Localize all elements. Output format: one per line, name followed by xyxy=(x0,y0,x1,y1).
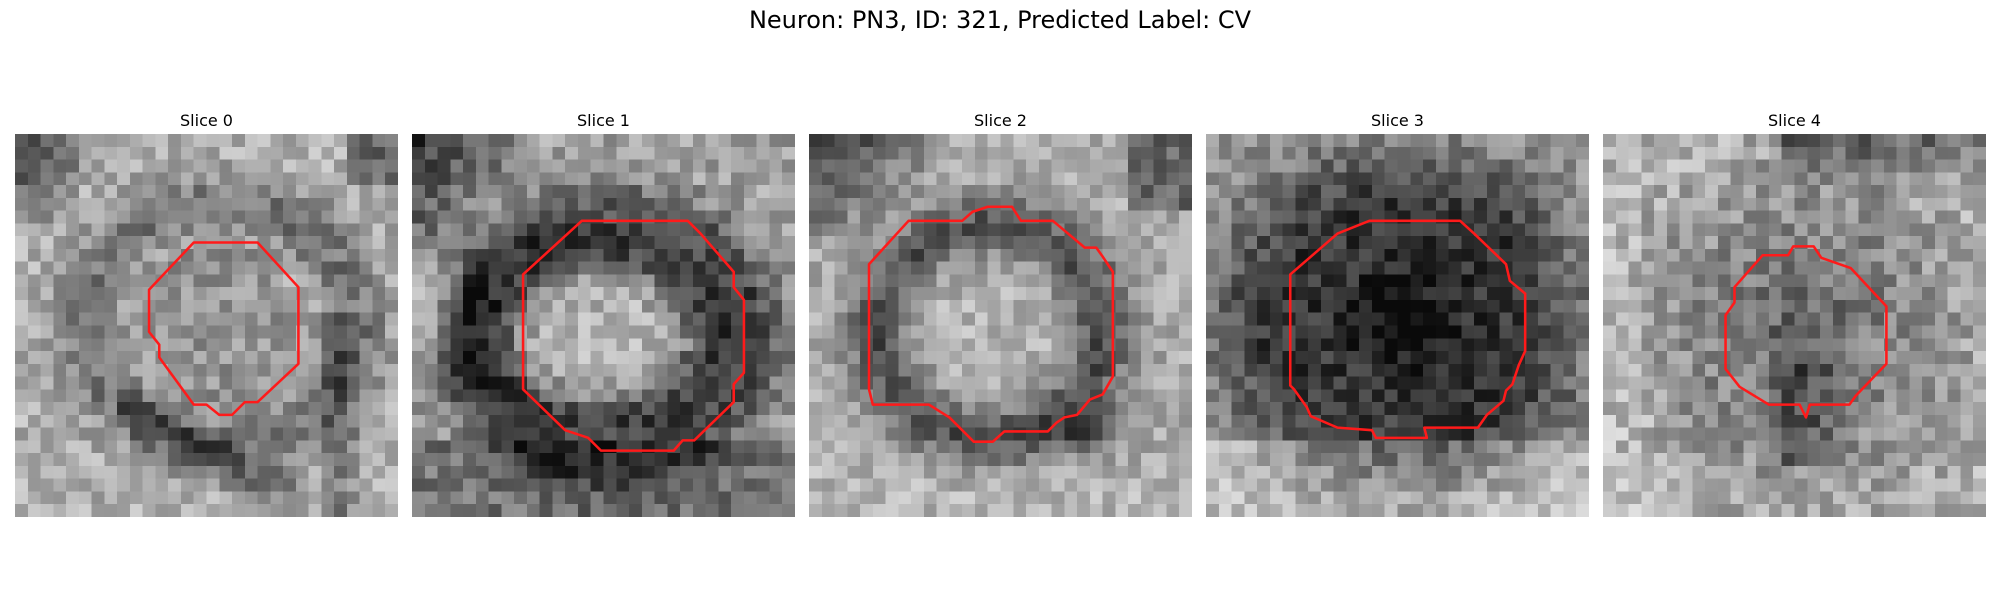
microscopy-slice-image-0 xyxy=(15,134,398,517)
pixel-grid xyxy=(15,134,398,517)
microscopy-slice-image-1 xyxy=(412,134,795,517)
pixel-grid xyxy=(809,134,1192,517)
neuron-contour-0 xyxy=(147,241,300,417)
slice-panel-3: Slice 3 xyxy=(1206,0,1589,600)
slice-panel-1: Slice 1 xyxy=(412,0,795,600)
slice-panel-0: Slice 0 xyxy=(15,0,398,600)
neuron-contour-3 xyxy=(1288,219,1527,440)
neuron-contour-2 xyxy=(867,205,1115,443)
slice-title-3: Slice 3 xyxy=(1371,111,1424,130)
microscopy-slice-image-4 xyxy=(1603,134,1986,517)
slice-title-0: Slice 0 xyxy=(180,111,233,130)
slice-title-4: Slice 4 xyxy=(1768,111,1821,130)
neuron-contour-4 xyxy=(1724,245,1888,419)
slice-panel-2: Slice 2 xyxy=(809,0,1192,600)
microscopy-slice-image-2 xyxy=(809,134,1192,517)
figure-title: Neuron: PN3, ID: 321, Predicted Label: C… xyxy=(748,6,1252,34)
pixel-grid xyxy=(1603,134,1986,517)
slice-panel-4: Slice 4 xyxy=(1603,0,1986,600)
neuron-contour-1 xyxy=(521,219,746,452)
slice-title-1: Slice 1 xyxy=(577,111,630,130)
pixel-grid xyxy=(412,134,795,517)
slice-title-2: Slice 2 xyxy=(974,111,1027,130)
pixel-grid xyxy=(1206,134,1589,517)
microscopy-slice-image-3 xyxy=(1206,134,1589,517)
